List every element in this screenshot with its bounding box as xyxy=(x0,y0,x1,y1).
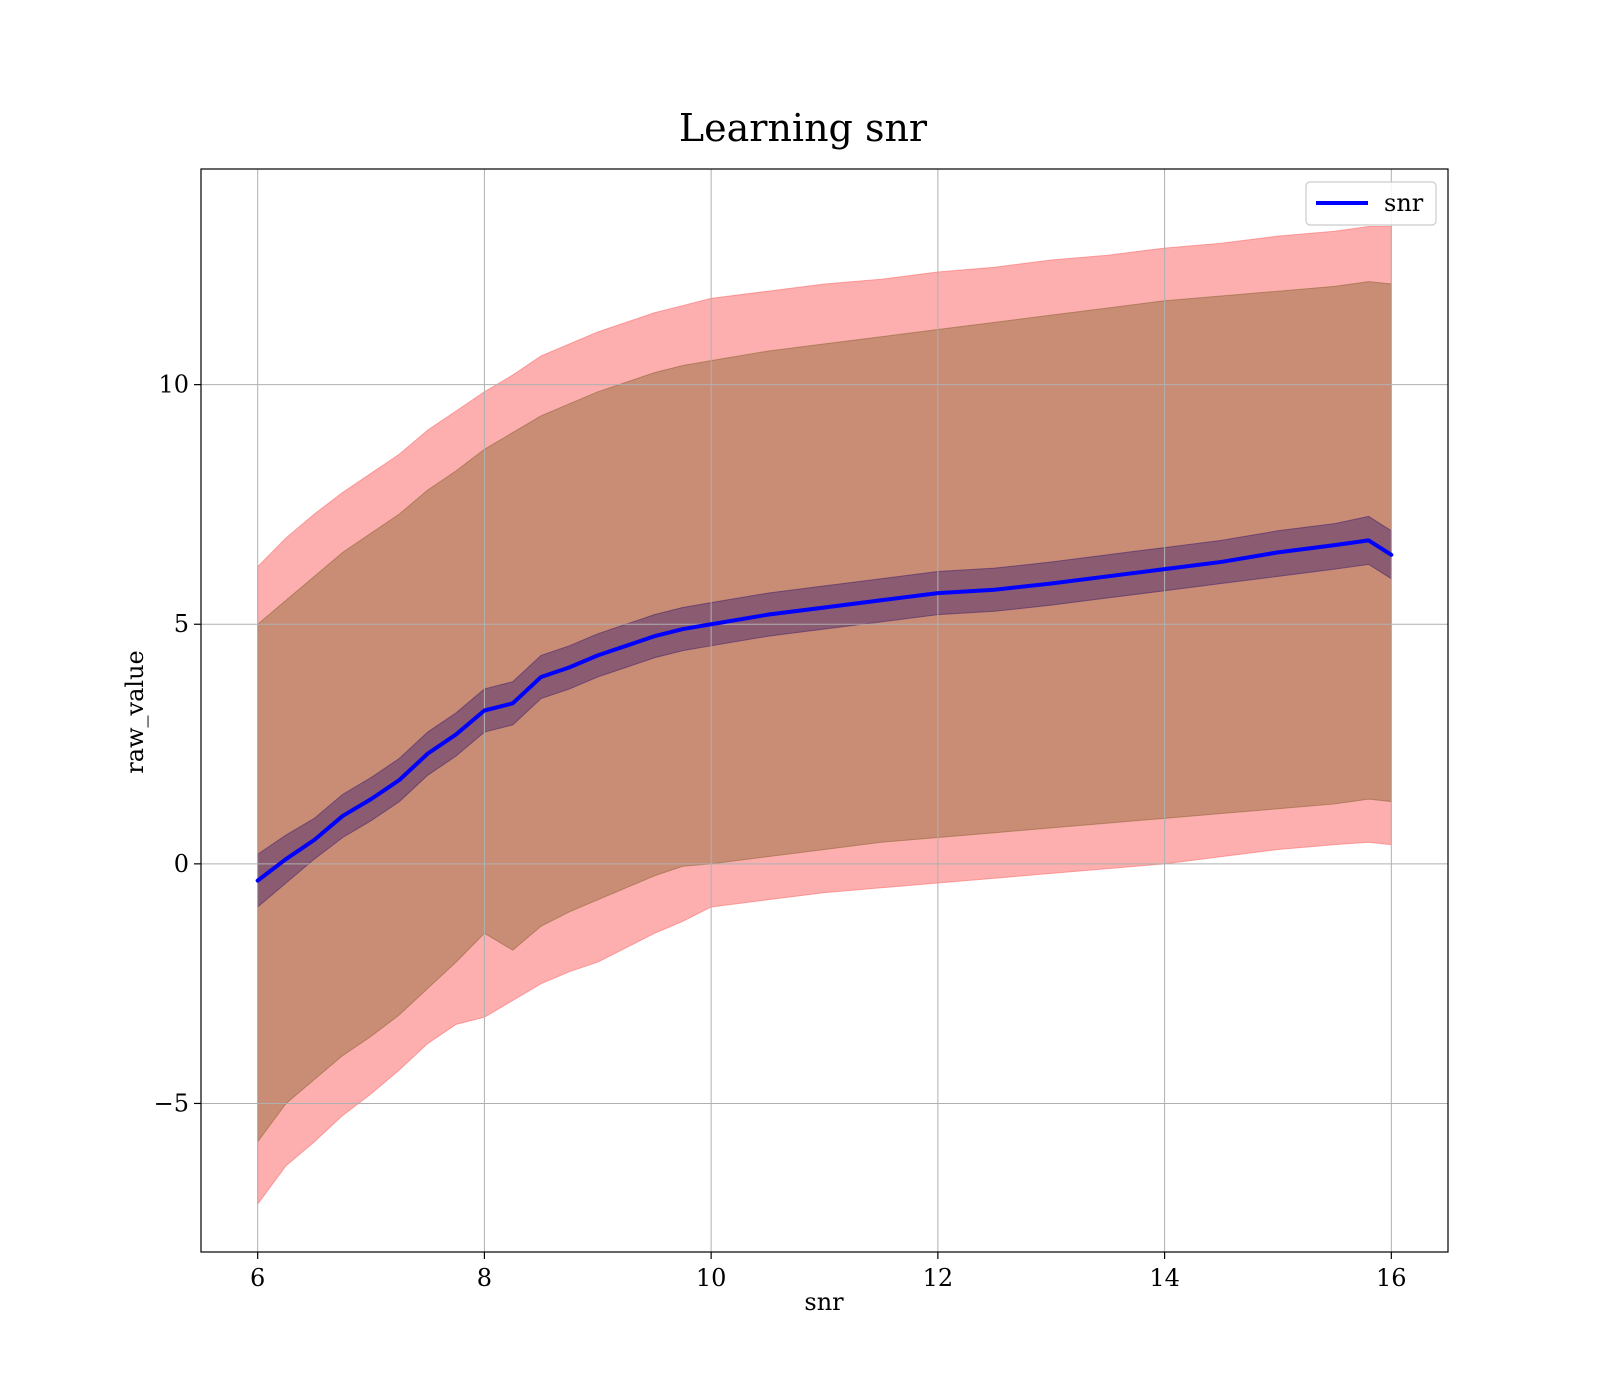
x-axis: 6 8 10 12 14 16 xyxy=(250,1252,1407,1292)
legend-frame xyxy=(1305,181,1437,226)
y-tick-label: 5 xyxy=(174,610,189,638)
y-tick-label: 10 xyxy=(158,371,189,399)
y-tick-label: 0 xyxy=(174,850,189,878)
x-tick-label: 6 xyxy=(250,1264,265,1292)
chart-title: Learning snr xyxy=(679,106,928,150)
x-tick-label: 8 xyxy=(477,1264,492,1292)
x-tick-label: 16 xyxy=(1376,1264,1407,1292)
legend: snr xyxy=(1305,181,1437,226)
x-tick-label: 12 xyxy=(923,1264,954,1292)
y-tick-label: −5 xyxy=(154,1089,189,1117)
plot-area xyxy=(201,169,1448,1252)
grid xyxy=(201,169,1448,1252)
y-axis-label: raw_value xyxy=(121,650,149,774)
y-axis: −5 0 5 10 xyxy=(154,371,201,1117)
x-axis-label: snr xyxy=(804,1288,844,1316)
x-tick-label: 14 xyxy=(1149,1264,1180,1292)
x-tick-label: 10 xyxy=(696,1264,727,1292)
series-lines xyxy=(255,538,1394,883)
legend-label-snr: snr xyxy=(1384,189,1424,217)
plot-frame xyxy=(200,168,1449,1253)
series-line-snr xyxy=(255,538,1394,883)
